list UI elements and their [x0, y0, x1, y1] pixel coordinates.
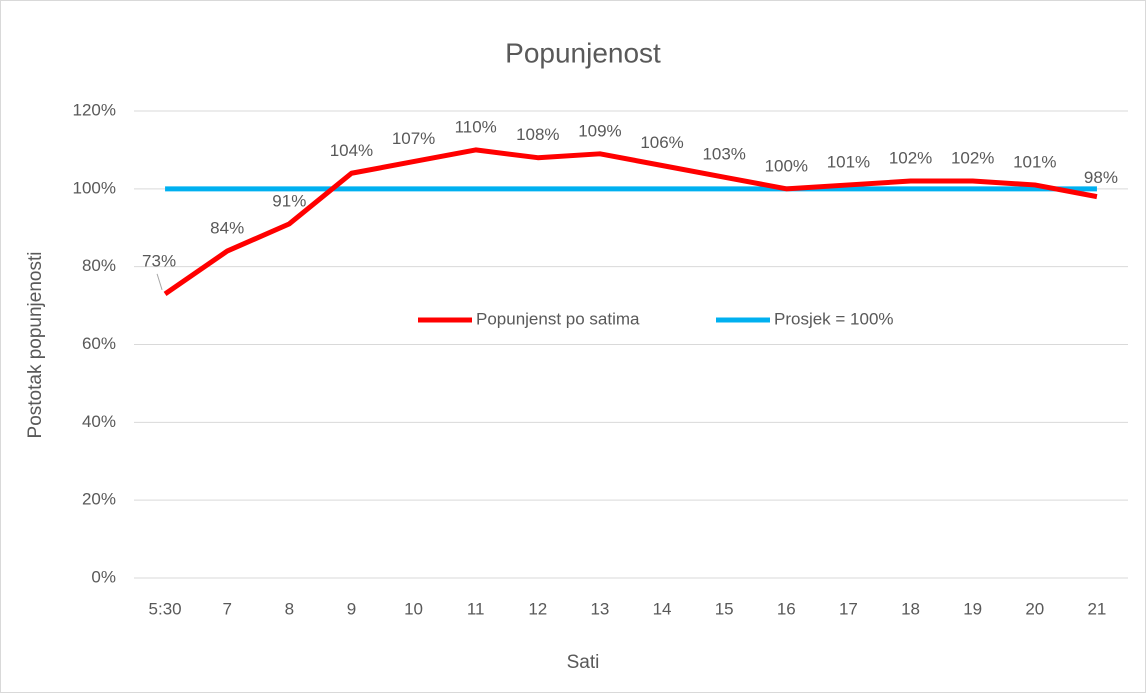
y-tick-label: 120% [73, 100, 116, 119]
data-label: 98% [1084, 168, 1118, 187]
data-label: 102% [889, 149, 932, 168]
x-tick-label: 21 [1087, 599, 1106, 618]
data-label: 91% [272, 191, 306, 210]
x-tick-label: 18 [901, 599, 920, 618]
data-label: 109% [578, 121, 621, 140]
x-tick-label: 20 [1025, 599, 1044, 618]
x-tick-label: 19 [963, 599, 982, 618]
x-tick-label: 11 [467, 599, 485, 618]
y-tick-label: 60% [82, 334, 116, 353]
x-tick-label: 17 [839, 599, 858, 618]
x-tick-label: 9 [347, 599, 356, 618]
leader-line [156, 273, 163, 291]
x-tick-label: 15 [715, 599, 734, 618]
legend-label: Prosjek = 100% [774, 309, 894, 328]
data-label: 103% [702, 145, 745, 164]
x-tick-label: 7 [222, 599, 231, 618]
legend-label: Popunjenst po satima [476, 309, 640, 328]
data-label: 84% [210, 219, 244, 238]
y-tick-label: 20% [82, 490, 116, 509]
x-axis-label: Sati [567, 652, 600, 673]
x-tick-label: 13 [590, 599, 609, 618]
x-tick-label: 10 [404, 599, 423, 618]
chart-title: Popunjenost [505, 37, 661, 68]
y-tick-label: 0% [91, 567, 116, 586]
data-label: 106% [640, 133, 683, 152]
y-axis-label: Postotak popunjenosti [25, 252, 46, 439]
x-tick-label: 14 [653, 599, 672, 618]
data-label: 108% [516, 125, 559, 144]
data-label: 101% [1013, 152, 1056, 171]
data-label: 73% [142, 251, 176, 270]
x-tick-label: 8 [285, 599, 294, 618]
y-tick-label: 80% [82, 256, 116, 275]
y-tick-label: 40% [82, 412, 116, 431]
data-label: 102% [951, 149, 994, 168]
series-line [163, 147, 1098, 296]
y-tick-label: 100% [73, 178, 116, 197]
data-label: 107% [392, 129, 435, 148]
x-tick-label: 12 [528, 599, 547, 618]
x-tick-label: 5:30 [149, 599, 182, 618]
x-tick-label: 16 [777, 599, 796, 618]
data-label: 104% [330, 141, 373, 160]
data-label: 101% [827, 152, 870, 171]
data-label: 110% [455, 117, 497, 136]
data-label: 100% [765, 156, 808, 175]
